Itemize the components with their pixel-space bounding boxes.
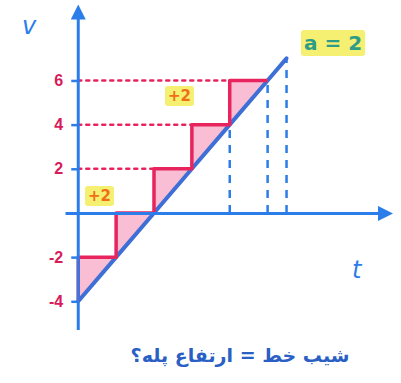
tick-label: -2 [49,249,63,266]
tick-label: 2 [54,160,63,177]
tick-mark [71,256,78,259]
guide-line [78,79,229,82]
highlight [85,186,114,206]
step-note: +2 [168,87,191,105]
chart: -4 -2 2 4 6 v t a = 2 +2 +2 شیب خط = ارتفاع پله؟ [0,0,401,383]
tick-mark [71,301,78,304]
velocity-line [78,58,286,301]
guide-line [78,168,154,171]
highlight [301,30,365,56]
y-axis: -4 -2 2 4 6 [49,12,78,330]
step-note-group: +2 [165,86,194,106]
tick-label: -4 [49,293,63,310]
x-axis [66,213,386,214]
y-axis-title: v [22,12,37,40]
tick: -4 [49,293,78,310]
tick-mark [71,80,78,83]
tick: 6 [54,72,78,89]
tick: -2 [49,249,78,266]
x-axis-line [66,212,386,215]
x-axis-title: t [352,256,363,284]
highlight [165,86,194,106]
tick: 4 [54,116,78,133]
guide-line [78,123,192,126]
guide-line [266,80,269,213]
tick-mark [71,168,78,171]
caption-group: شیب خط = ارتفاع پله؟ [131,344,350,367]
step-note: +2 [88,187,111,205]
guide-line [228,125,231,213]
acceleration-note-group: a = 2 [301,30,365,56]
stairs [78,80,267,301]
y-axis-line [77,12,80,330]
tick-mark [71,124,78,127]
guide-line [285,58,288,213]
tick-label: 4 [54,116,63,133]
tick: 2 [54,160,78,177]
tick-label: 6 [54,72,63,89]
acceleration-note: a = 2 [304,31,362,55]
caption: شیب خط = ارتفاع پله؟ [131,344,350,367]
step-note-group: +2 [85,186,114,206]
plot-area [78,58,286,301]
